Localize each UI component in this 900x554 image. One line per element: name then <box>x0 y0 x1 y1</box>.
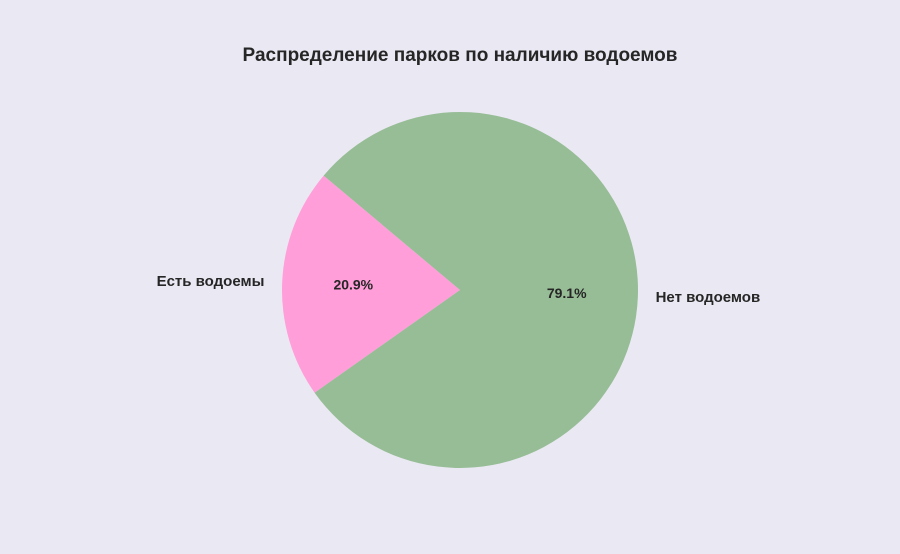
pie-slice <box>314 111 638 468</box>
pie-slice <box>281 175 460 393</box>
pie-slices <box>281 111 638 468</box>
pie-labels: 20.9% Есть водоемы 79.1% Нет водоемов <box>157 273 761 306</box>
pie-pct-label: 79.1% <box>547 285 587 301</box>
pie-category-label: Нет водоемов <box>656 289 761 306</box>
pie-pct-label: 20.9% <box>333 276 373 292</box>
chart-title: Распределение парков по наличию водоемов <box>243 45 678 66</box>
pie-category-label: Есть водоемы <box>157 273 265 290</box>
